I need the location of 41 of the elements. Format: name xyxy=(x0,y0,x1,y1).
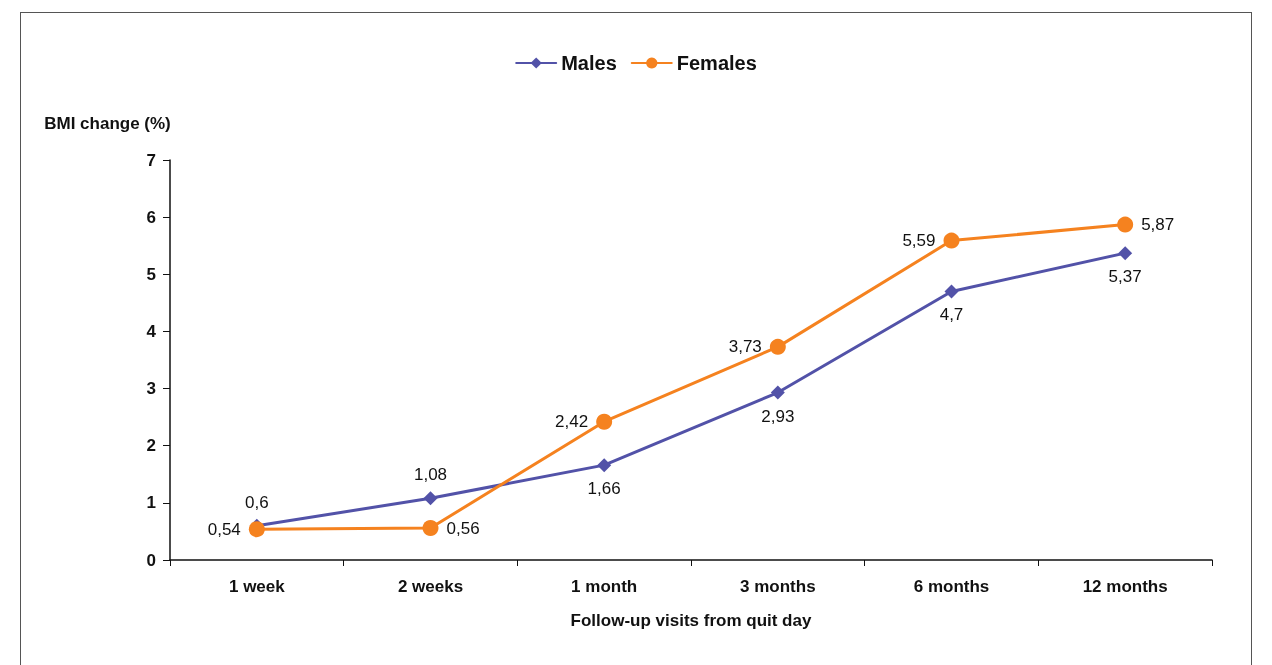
data-label: 0,54 xyxy=(207,519,241,539)
y-tick-label: 6 xyxy=(146,207,156,227)
x-tick-label: 2 weeks xyxy=(397,577,464,596)
point xyxy=(248,521,265,538)
y-tick-label: 3 xyxy=(146,379,156,399)
point xyxy=(944,284,959,299)
legend-label: Males xyxy=(561,52,617,74)
data-label: 5,87 xyxy=(1141,215,1175,235)
y-tick-label: 5 xyxy=(146,264,156,284)
point xyxy=(423,491,438,506)
data-label: 3,73 xyxy=(728,337,762,357)
y-tick-label: 4 xyxy=(146,321,157,341)
y-tick-label: 0 xyxy=(146,550,156,570)
x-tick-label: 6 months xyxy=(913,577,990,596)
data-label: 1,08 xyxy=(413,465,448,485)
point xyxy=(596,413,613,430)
x-axis-title: Follow-up visits from quit day xyxy=(570,611,812,630)
data-label: 0,56 xyxy=(446,518,480,538)
data-label: 5,37 xyxy=(1108,267,1142,287)
point xyxy=(422,520,439,536)
point xyxy=(1118,246,1133,261)
x-tick-label: 1 week xyxy=(228,577,286,596)
point xyxy=(943,232,960,249)
y-tick-label: 2 xyxy=(146,436,156,456)
data-label: 2,42 xyxy=(555,412,589,432)
x-tick-label: 3 months xyxy=(740,577,816,596)
x-tick-label: 12 months xyxy=(1082,577,1168,596)
y-tick-label: 7 xyxy=(146,150,156,170)
point xyxy=(770,385,785,400)
data-label: 1,66 xyxy=(587,479,621,499)
data-label: 2,93 xyxy=(761,406,795,426)
legend-label: Females xyxy=(676,52,757,74)
point xyxy=(769,338,786,355)
x-tick-label: 1 month xyxy=(571,577,638,596)
y-tick-label: 1 xyxy=(146,493,156,513)
data-label: 5,59 xyxy=(902,231,936,251)
y-axis-title: BMI change (%) xyxy=(44,114,171,133)
data-label: 0,6 xyxy=(245,492,269,512)
data-label: 4,7 xyxy=(939,305,964,325)
point xyxy=(1117,216,1134,233)
point xyxy=(597,458,612,473)
